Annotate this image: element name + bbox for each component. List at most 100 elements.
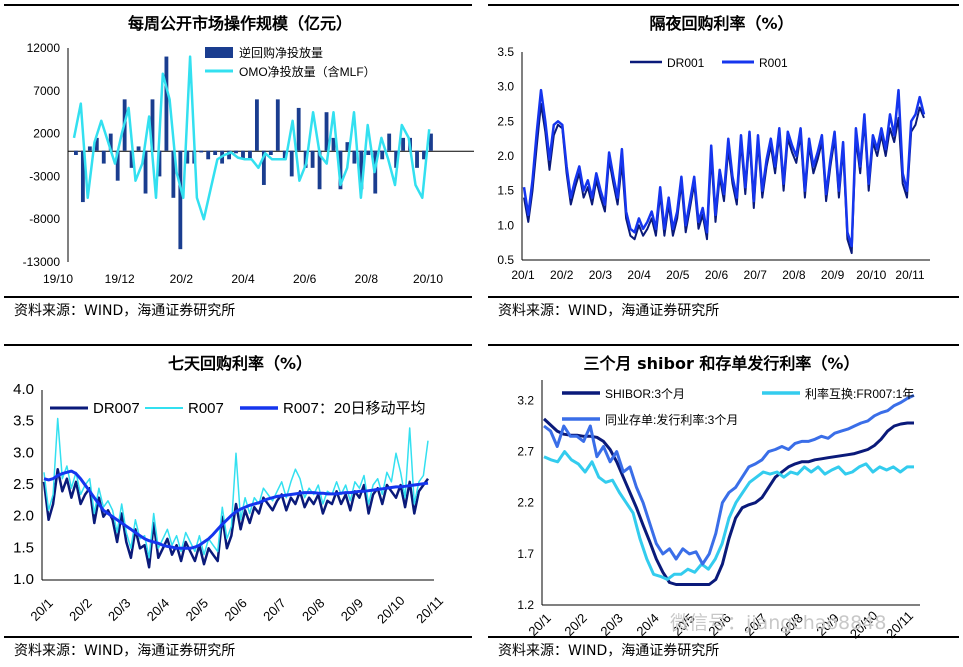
bar-mark: [401, 137, 406, 151]
x-tick-label: 20/6: [221, 595, 250, 624]
legend-label: SHIBOR:3个月: [605, 387, 685, 401]
legend-label: R007：20日移动平均: [283, 400, 426, 417]
bar-mark: [366, 150, 371, 155]
bar-mark: [136, 146, 141, 151]
bottom-rule: [488, 296, 959, 298]
x-tick-label: 20/8: [355, 272, 379, 286]
y-tick-label: 1.2: [517, 598, 534, 612]
x-tick-label: 20/3: [589, 268, 613, 282]
y-tick-label: 2.0: [13, 508, 34, 525]
bottom-rule: [488, 636, 959, 638]
bar-mark: [87, 146, 92, 151]
x-tick-label: 20/4: [231, 272, 255, 286]
x-tick-label: 20/11: [895, 268, 924, 282]
y-tick-label: 3.0: [497, 80, 514, 94]
shibor-panel: 三个月 shibor 和存单发行利率（%） 资料来源：WIND，海通证券研究所 …: [480, 340, 963, 667]
x-tick-label: 20/1: [511, 268, 535, 282]
bar-mark: [241, 150, 245, 160]
series-line: [543, 450, 914, 581]
bar-mark: [255, 99, 259, 151]
bar-mark: [289, 150, 294, 177]
x-tick-label: 20/1: [27, 595, 56, 624]
bar-mark: [94, 137, 99, 151]
y-tick-label: 3.2: [517, 393, 534, 407]
top-rule: [488, 4, 959, 6]
bar-mark: [429, 133, 433, 151]
bar-mark: [282, 150, 287, 160]
bar-mark: [394, 150, 399, 168]
bar-mark: [199, 150, 204, 153]
omo-panel: 每周公开市场操作规模（亿元） 资料来源：WIND，海通证券研究所 12000 70…: [0, 0, 480, 335]
bar-mark: [380, 150, 385, 160]
watermark: 微信号：jiangchao8848: [670, 612, 887, 634]
y-tick-label: 2.5: [497, 114, 514, 128]
legend-swatch: [205, 47, 233, 58]
bar-mark: [150, 99, 155, 151]
source-note: 资料来源：WIND，海通证券研究所: [498, 643, 720, 659]
legend-label: OMO净投放量（含MLF）: [239, 64, 376, 79]
y-tick-label: 2.0: [497, 149, 514, 163]
y-tick-label: 4.0: [13, 381, 34, 398]
bar-mark: [185, 150, 190, 164]
bar-mark: [171, 150, 176, 198]
legend-label: 同业存单:发行利率:3个月: [605, 412, 738, 427]
bar-mark: [422, 150, 426, 160]
x-tick-label: 20/10: [374, 593, 408, 627]
bar-mark: [261, 150, 266, 185]
source-note: 资料来源：WIND，海通证券研究所: [14, 303, 236, 319]
legend-label: R007: [188, 400, 224, 417]
x-tick-label: 20/10: [413, 272, 443, 286]
series-line-omo: [72, 55, 431, 221]
bar-mark: [345, 142, 350, 151]
series-line: [43, 469, 429, 550]
bar-mark: [338, 150, 343, 190]
overnight-panel: 隔夜回购利率（%） 资料来源：WIND，海通证券研究所 3.5 3.0 2.5 2.0…: [480, 0, 963, 335]
bar-mark: [359, 150, 364, 190]
bar-mark: [101, 150, 106, 164]
bar-mark: [415, 150, 419, 168]
legend-label: DR007: [93, 400, 140, 417]
bar-mark: [143, 150, 148, 194]
x-tick-label: 20/5: [183, 595, 212, 624]
x-tick-label: 20/3: [105, 595, 134, 624]
bar-mark: [331, 137, 336, 151]
y-tick-label: 0.5: [497, 253, 514, 267]
legend-label: DR001: [667, 56, 705, 70]
y-tick-label: -3000: [29, 169, 60, 183]
top-rule: [4, 4, 472, 6]
y-tick-label: 2.7: [517, 445, 534, 459]
x-tick-label: 20/4: [633, 610, 662, 639]
bar-mark: [234, 150, 238, 154]
bar-mark: [352, 150, 357, 164]
bar-mark: [387, 133, 392, 151]
bar-mark: [129, 150, 134, 168]
bar-mark: [157, 150, 162, 177]
series-line: [43, 417, 429, 559]
bar-mark: [213, 150, 218, 155]
y-tick-label: 3.5: [497, 45, 514, 59]
bar-mark: [108, 133, 113, 151]
x-tick-label: 20/2: [550, 268, 574, 282]
y-tick-label: -13000: [23, 255, 61, 269]
shibor-chart: 3.22.72.21.71.220/1 20/2 20/3 20/4 20/5 20/6 2…: [517, 380, 920, 641]
x-tick-label: 20/8: [782, 268, 806, 282]
series-line: [543, 393, 915, 566]
omo-chart: 12000 7000 2000 -3000 -8000 -13000 19/10 19/12 2…: [23, 41, 474, 286]
bar-mark: [178, 150, 183, 250]
x-tick-label: 20/3: [597, 610, 626, 639]
bar-mark: [275, 99, 280, 151]
y-tick-label: 3.5: [13, 413, 34, 430]
y-tick-label: 1.5: [497, 184, 514, 198]
series-line: [522, 88, 926, 248]
bar-mark: [115, 150, 120, 181]
legend-label: 逆回购净投放量: [239, 45, 323, 60]
y-tick-label: 1.5: [13, 539, 34, 556]
series-line: [42, 467, 430, 569]
top-rule: [4, 344, 472, 346]
series-line: [542, 417, 914, 586]
y-tick-label: 3.0: [13, 444, 34, 461]
x-tick-label: 20/2: [170, 272, 194, 286]
x-tick-label: 20/5: [666, 268, 690, 282]
bar-mark: [74, 150, 78, 155]
y-tick-label: 1.7: [517, 547, 534, 561]
